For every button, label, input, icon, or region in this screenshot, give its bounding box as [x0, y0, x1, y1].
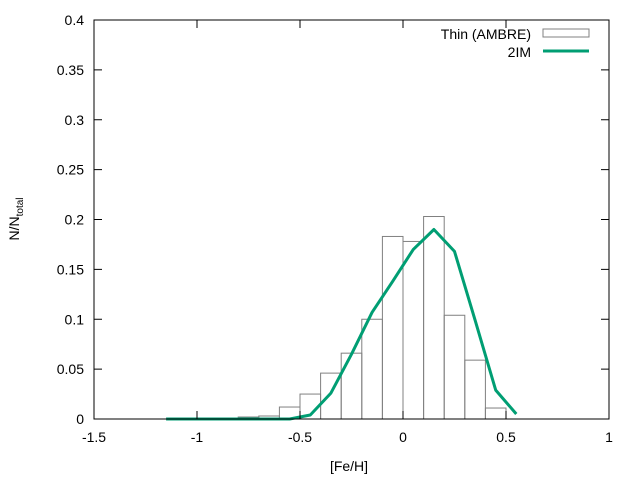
- y-tick-label: 0.35: [57, 62, 84, 78]
- plot-frame: [93, 19, 610, 420]
- x-tick-label: 1: [605, 429, 613, 445]
- x-tick-label: 0.5: [496, 429, 516, 445]
- y-tick-label: 0.3: [65, 112, 85, 128]
- x-tick-label: 0: [399, 429, 407, 445]
- y-tick-label: 0.1: [65, 311, 85, 327]
- y-axis-label-sub: total: [15, 197, 26, 216]
- x-axis-label: [Fe/H]: [330, 458, 368, 474]
- x-tick-label: -0.5: [288, 429, 312, 445]
- legend-entry-2im: 2IM: [508, 44, 531, 60]
- legend-swatch-thin-ambre: [542, 28, 590, 38]
- y-axis-label: N/Ntotal: [6, 197, 26, 240]
- x-tick-label: -1.5: [82, 429, 106, 445]
- histogram-bar: [340, 352, 363, 420]
- y-tick-label: 0: [76, 411, 84, 427]
- y-tick-label: 0.2: [65, 212, 85, 228]
- histogram-bar: [443, 314, 466, 420]
- y-tick-label: 0.4: [65, 12, 85, 28]
- histogram-layer: [237, 216, 507, 420]
- histogram-bar: [464, 359, 486, 420]
- histogram-bar: [423, 216, 445, 420]
- histogram-bar: [484, 407, 507, 420]
- histogram-bar: [361, 318, 383, 420]
- y-tick-label: 0.25: [57, 162, 84, 178]
- legend: Thin (AMBRE) 2IM: [441, 26, 590, 60]
- tick-layer: [93, 19, 610, 420]
- legend-entry-thin-ambre: Thin (AMBRE): [441, 26, 531, 42]
- y-tick-label: 0.05: [57, 361, 84, 377]
- tick-label-layer: 0 0.05 0.1 0.15 0.2 0.25 0.3 0.35 0.4 -1.5 -1 -0.5 0…: [57, 12, 613, 445]
- x-tick-label: -1: [191, 429, 204, 445]
- histogram-bar: [381, 235, 404, 420]
- y-tick-label: 0.15: [57, 261, 84, 277]
- histogram-bar: [402, 240, 425, 420]
- y-axis-label-main: N/N: [6, 216, 22, 240]
